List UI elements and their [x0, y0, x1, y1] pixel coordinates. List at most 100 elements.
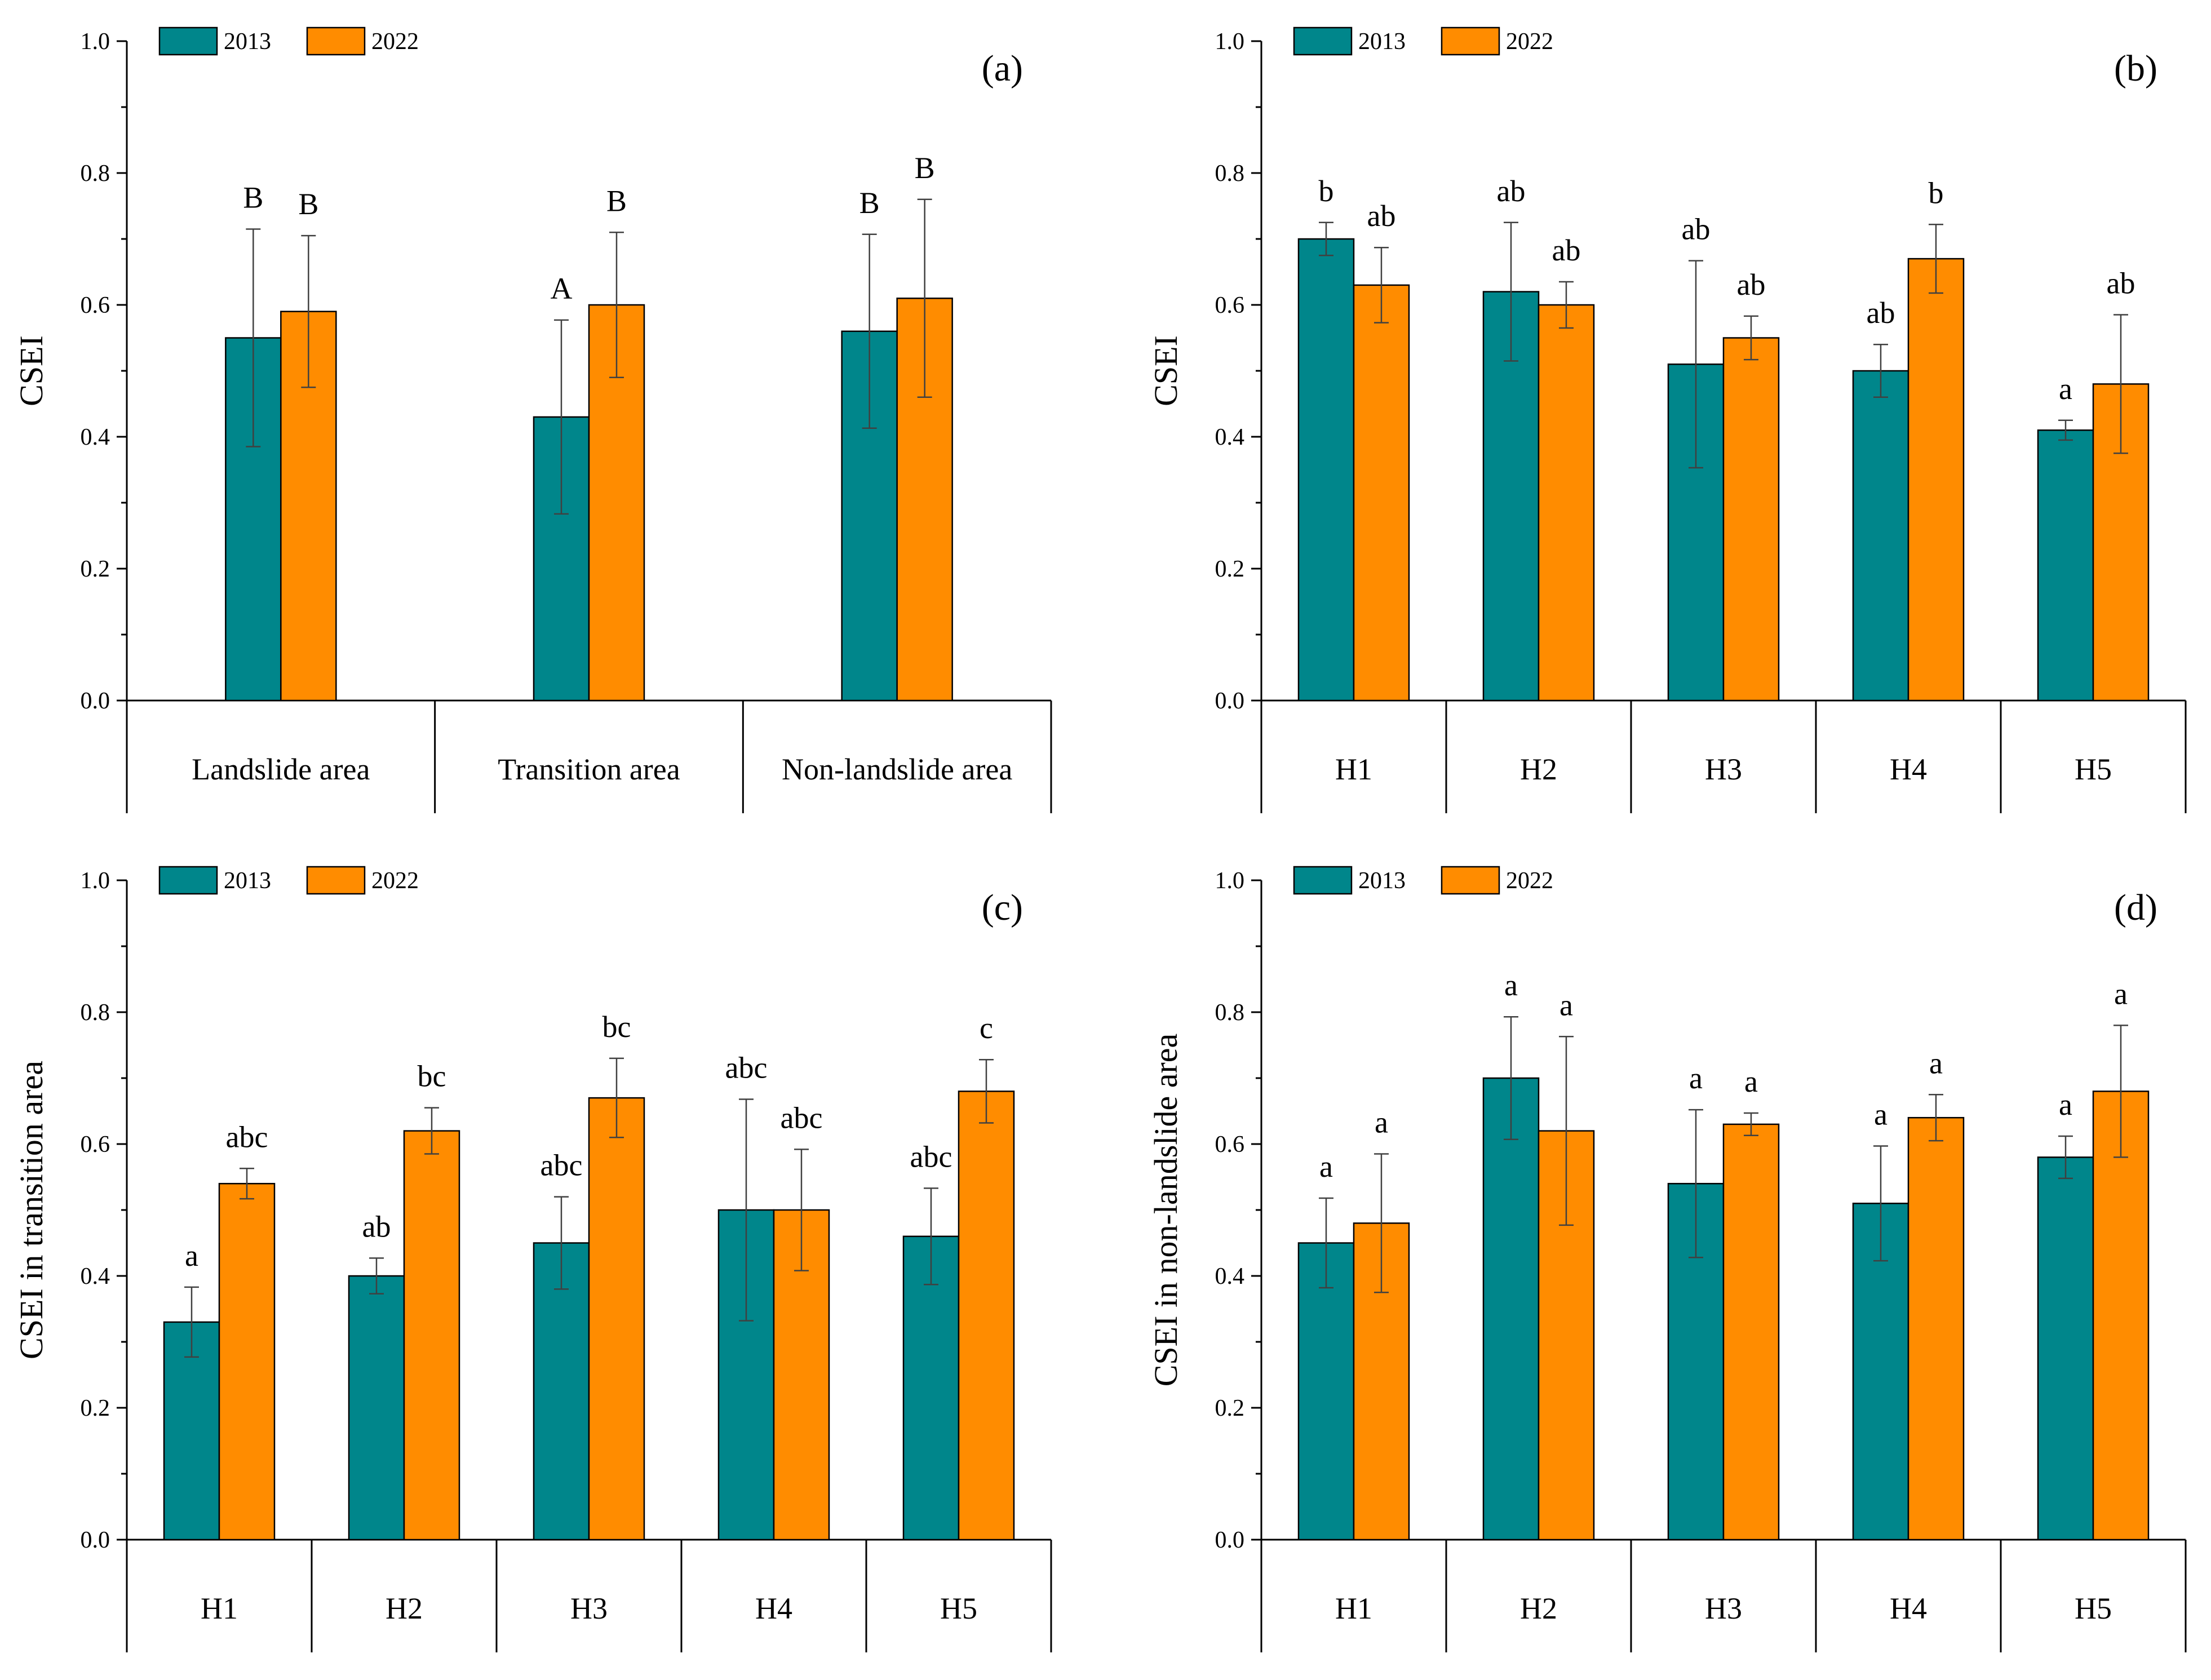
significance-label: a [1319, 1150, 1333, 1183]
category-label: Non-landslide area [782, 752, 1012, 786]
significance-label: B [243, 180, 263, 214]
legend-label: 2022 [371, 868, 419, 894]
y-tick-label: 0.2 [81, 556, 110, 582]
significance-label: ab [1737, 268, 1766, 302]
bar-2022 [1907, 258, 1965, 702]
legend-label: 2013 [224, 868, 271, 894]
category-label: H2 [1520, 752, 1557, 786]
significance-label: a [1689, 1061, 1703, 1095]
y-tick-label: 0.0 [81, 1527, 110, 1553]
bar-2022 [958, 1091, 1015, 1541]
y-tick-label: 0.0 [1215, 1527, 1245, 1553]
y-tick-label: 0.6 [1215, 1132, 1245, 1158]
y-tick-label: 0.4 [81, 424, 110, 450]
legend-swatch-2013 [1293, 26, 1353, 56]
significance-label: ab [1552, 233, 1581, 267]
significance-label: a [1559, 988, 1573, 1022]
category-label: H1 [201, 1592, 238, 1625]
significance-label: ab [1867, 296, 1895, 330]
bar-2022 [1907, 1116, 1965, 1541]
significance-label: B [859, 186, 880, 220]
panel-d: 0.0 0.2 0.4 0.6 0.8 1.0 H1 H2 H3 H4 H5 a a a a a a a a a a 20… [1147, 866, 2187, 1652]
y-tick-label: 1.0 [1215, 29, 1245, 55]
bar-2013 [1852, 370, 1909, 702]
significance-label: b [1319, 174, 1334, 208]
significance-label: c [980, 1011, 993, 1045]
significance-label: ab [1497, 174, 1526, 208]
category-label: Transition area [498, 752, 680, 786]
y-tick-label: 1.0 [81, 29, 110, 55]
significance-label: a [2059, 372, 2072, 406]
bar-2013 [533, 1242, 590, 1541]
significance-label: bc [418, 1060, 446, 1093]
category-label: Landslide area [192, 752, 370, 786]
significance-label: a [1929, 1046, 1943, 1080]
significance-label: ab [1682, 212, 1711, 246]
category-label: H5 [2075, 752, 2112, 786]
bar-2022 [403, 1130, 460, 1541]
significance-label: abc [725, 1050, 768, 1084]
bar-2022 [1722, 337, 1780, 702]
bar-2022 [1722, 1123, 1780, 1541]
significance-label: bc [602, 1010, 631, 1044]
significance-label: abc [226, 1120, 268, 1154]
y-tick-label: 1.0 [1215, 868, 1245, 894]
significance-label: abc [781, 1101, 823, 1134]
category-label: H5 [940, 1592, 977, 1625]
legend-label: 2013 [224, 29, 271, 55]
legend-swatch-2022 [1441, 26, 1500, 56]
significance-label: a [1874, 1098, 1887, 1132]
y-tick-label: 1.0 [81, 868, 110, 894]
legend-swatch-2013 [1293, 866, 1353, 895]
y-tick-label: 0.0 [1215, 688, 1245, 714]
significance-label: a [1504, 968, 1518, 1002]
bar-2022 [218, 1182, 276, 1541]
significance-label: a [1744, 1065, 1758, 1098]
significance-label: ab [362, 1209, 391, 1243]
panel-b: 0.00.20.40.60.81.0H1 H2 H3 H4 H5b abababaabab… [1147, 26, 2187, 813]
category-label: H5 [2075, 1592, 2112, 1625]
bar-2013 [1482, 1077, 1540, 1541]
significance-label: A [551, 272, 573, 305]
y-tick-label: 0.4 [81, 1264, 110, 1289]
bar-2022 [1353, 284, 1410, 702]
y-tick-label: 0.2 [1215, 1395, 1245, 1421]
legend-swatch-2022 [306, 26, 366, 56]
y-tick-label: 0.2 [1215, 556, 1245, 582]
category-label: H2 [386, 1592, 423, 1625]
panel-label: (b) [2114, 48, 2157, 89]
category-label: H1 [1335, 752, 1372, 786]
category-label: H3 [570, 1592, 608, 1625]
legend-label: 2013 [1358, 868, 1406, 894]
panel-label: (d) [2114, 887, 2157, 928]
significance-label: ab [1367, 199, 1396, 233]
panel-label: (a) [982, 48, 1023, 89]
significance-label: b [1929, 176, 1944, 210]
y-tick-label: 0.0 [81, 688, 110, 714]
y-axis-title: CSEI [1147, 335, 1184, 406]
bar-2013 [2037, 429, 2094, 702]
y-axis-title: CSEI in transition area [13, 1061, 50, 1359]
significance-label: ab [2107, 267, 2135, 300]
significance-label: a [2059, 1088, 2072, 1122]
legend-label: 2022 [1506, 29, 1553, 55]
significance-label: B [606, 184, 627, 218]
legend-swatch-2013 [158, 866, 218, 895]
significance-label: a [185, 1239, 198, 1273]
legend-swatch-2013 [158, 26, 218, 56]
y-tick-label: 0.2 [81, 1395, 110, 1421]
significance-label: B [298, 187, 318, 221]
bar-2013 [348, 1275, 405, 1541]
y-tick-label: 0.8 [81, 1000, 110, 1026]
y-tick-label: 0.4 [1215, 424, 1245, 450]
y-tick-label: 0.8 [1215, 1000, 1245, 1026]
category-label: H3 [1705, 1592, 1742, 1625]
legend-swatch-2022 [1441, 866, 1500, 895]
bar-2013 [1297, 238, 1355, 702]
category-label: H1 [1335, 1592, 1372, 1625]
significance-label: abc [910, 1140, 952, 1173]
category-label: H3 [1705, 752, 1742, 786]
y-tick-label: 0.8 [1215, 161, 1245, 187]
significance-label: abc [540, 1149, 583, 1182]
